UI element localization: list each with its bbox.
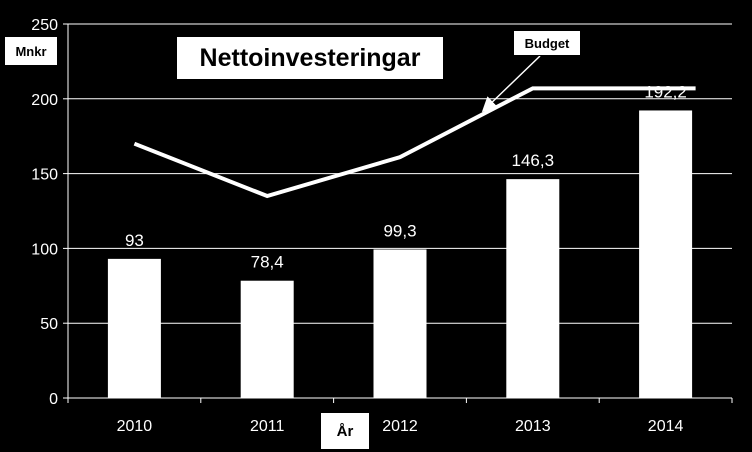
y-tick-label: 50 [40,316,58,333]
bar-data-label: 99,3 [383,221,416,240]
bar [639,110,693,398]
bar-data-label: 78,4 [251,253,284,272]
y-tick-label: 200 [31,92,58,109]
x-tick-label: 2012 [382,418,418,435]
chart-title: Nettoinvesteringar [176,36,444,80]
bar-data-label: 146,3 [512,151,555,170]
y-tick-label: 250 [31,17,58,34]
y-tick-label: 150 [31,167,58,184]
y-tick-label: 100 [31,241,58,258]
x-axis-label: År [320,412,370,450]
y-tick-label: 0 [49,391,58,408]
x-tick-label: 2013 [515,418,551,435]
bar [373,249,427,398]
bar [107,258,161,398]
budget-arrow [481,55,541,113]
budget-legend-label: Budget [513,30,581,56]
y-axis-label: Mnkr [4,36,58,66]
bar-data-label: 192,2 [644,82,687,101]
bar [506,179,560,398]
x-tick-label: 2011 [250,418,285,435]
bar [240,280,294,398]
x-tick-label: 2010 [117,418,153,435]
budget-line [133,86,696,199]
x-tick-label: 2014 [648,418,684,435]
bar-data-label: 93 [125,231,144,250]
